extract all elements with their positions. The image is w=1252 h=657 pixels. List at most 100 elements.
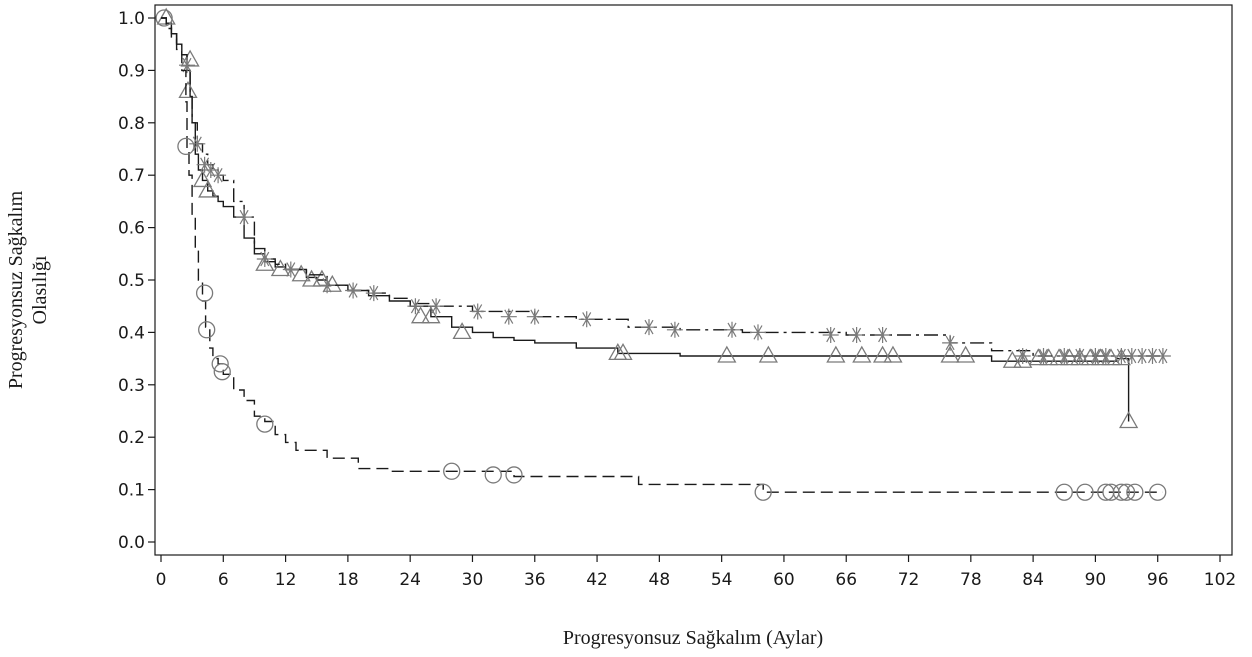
censor-marker-dashdot-27 [1056,347,1073,364]
y-tick-label-0.3: 0.3 [118,376,145,396]
x-tick-label-30: 30 [462,570,484,590]
censor-marker-solid-6 [270,259,291,277]
censor-marker-dashdot-11 [407,298,424,315]
y-tick-label-0.8: 0.8 [118,114,145,134]
censor-marker-dashed-7 [443,462,461,480]
x-tick-label-96: 96 [1147,570,1169,590]
censor-marker-dashed-10 [754,483,772,501]
censor-marker-dashed-2 [195,284,214,302]
censor-marker-solid-22 [940,345,960,363]
censor-marker-dashed-8 [484,466,502,484]
censor-marker-dashdot-33 [1134,347,1151,364]
censor-marker-dashdot-0 [179,57,195,74]
x-tick-label-84: 84 [1022,570,1044,590]
censor-marker-solid-1 [180,49,200,67]
censor-marker-solid-34 [1111,348,1131,366]
x-tick-label-36: 36 [524,570,546,590]
km-curve-solid [161,17,1130,422]
censor-marker-dashed-16 [1117,483,1136,501]
censor-marker-dashdot-7 [282,261,299,278]
km-curve-dashdot [161,17,1163,357]
x-tick-label-12: 12 [275,570,297,590]
plot-frame [154,4,1233,556]
axes-layer: 0 6 12 18 24 30 36 42 48 54 60 66 72 78 84 90 96 102 0.0 0.… [118,9,1236,590]
censor-marker-dashdot-25 [1014,347,1031,364]
censor-marker-solid-17 [758,345,778,363]
censor-marker-solid-7 [291,264,311,282]
censor-marker-dashed-0 [155,9,173,27]
censor-marker-dashdot-31 [1113,347,1130,364]
censor-marker-dashdot-29 [1087,347,1104,364]
y-tick-label-0.2: 0.2 [118,428,145,448]
censor-marker-dashdot-28 [1071,347,1088,364]
censor-marker-solid-35 [1119,411,1139,429]
censor-marker-dashdot-21 [822,327,839,344]
x-tick-label-18: 18 [337,570,359,590]
censor-marker-solid-5 [255,253,275,271]
censor-marker-dashdot-19 [724,321,740,338]
censor-marker-dashed-9 [505,466,523,484]
censor-marker-dashdot-34 [1144,347,1161,364]
x-tick-label-6: 6 [218,570,229,590]
censor-marker-dashdot-17 [641,319,657,336]
x-tick-label-48: 48 [649,570,671,590]
censor-marker-solid-2 [178,81,198,99]
censor-marker-dashdot-20 [750,324,766,341]
censor-marker-dashdot-6 [256,251,273,268]
censor-marker-dashed-11 [1055,483,1073,501]
censor-marker-dashdot-1 [189,135,206,152]
x-tick-label-66: 66 [835,570,857,590]
x-tick-label-90: 90 [1085,570,1107,590]
censor-marker-dashdot-8 [319,277,336,294]
censor-marker-solid-19 [852,345,872,363]
censor-marker-dashed-4 [211,355,229,373]
censor-marker-solid-18 [826,345,846,363]
km-curve-dashed [161,17,1163,493]
y-tick-label-0.7: 0.7 [118,166,145,186]
censor-marker-solid-11 [410,306,431,324]
y-axis-title-line-1: Progresyonsuz Sağkalım [5,190,27,389]
censor-marker-solid-30 [1070,348,1090,366]
x-tick-label-54: 54 [711,570,733,590]
x-tick-label-102: 102 [1204,570,1236,590]
censor-marker-dashdot-26 [1035,347,1052,364]
censor-marker-solid-13 [452,322,472,340]
x-tick-label-24: 24 [399,570,421,590]
y-tick-label-0.5: 0.5 [118,271,145,291]
y-axis-title-line-2: Olasılığı [29,255,51,324]
censor-marker-dashdot-32 [1123,347,1140,364]
y-tick-label-0.6: 0.6 [118,219,145,239]
censor-marker-solid-25 [1013,350,1033,368]
x-tick-label-60: 60 [773,570,795,590]
censor-marker-dashed-18 [1149,483,1167,501]
series-layer [155,7,1171,501]
censor-marker-solid-16 [717,345,737,363]
censor-marker-solid-23 [956,345,976,363]
censor-marker-solid-9 [312,269,332,287]
censor-marker-dashdot-16 [578,311,595,328]
censor-marker-dashed-17 [1126,483,1144,501]
y-tick-label-0.4: 0.4 [118,323,145,343]
censor-marker-solid-4 [198,180,218,198]
x-tick-label-0: 0 [156,570,167,590]
censor-marker-solid-8 [301,269,322,287]
censor-marker-dashdot-10 [365,285,382,302]
censor-marker-dashed-5 [213,363,231,381]
censor-marker-dashdot-30 [1097,347,1114,364]
censor-marker-dashed-1 [177,137,195,156]
censor-marker-dashdot-2 [196,156,213,173]
censor-marker-solid-12 [421,306,441,324]
censor-marker-dashed-3 [198,321,216,339]
censor-marker-dashdot-22 [848,327,865,344]
censor-marker-solid-20 [872,345,893,363]
censor-marker-dashdot-13 [469,303,486,320]
censor-marker-dashdot-9 [345,282,362,299]
censor-marker-dashdot-24 [942,334,959,351]
y-tick-label-1.0: 1.0 [118,9,145,29]
censor-marker-dashdot-18 [666,321,683,338]
y-tick-label-0.9: 0.9 [118,61,145,81]
y-tick-label-0.0: 0.0 [118,533,145,553]
censor-marker-dashed-6 [256,415,274,433]
censor-marker-dashdot-15 [526,308,543,325]
